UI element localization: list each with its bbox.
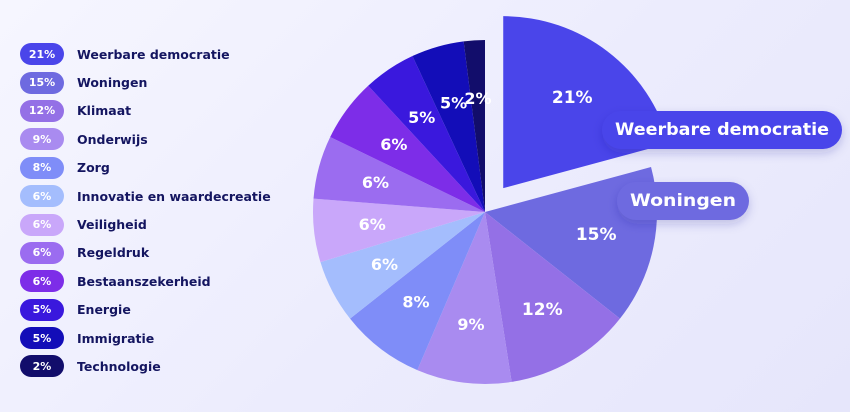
legend-item-immigratie: 5% Immigratie	[20, 324, 290, 352]
chart-legend: 21% Weerbare democratie 15% Woningen 12% Klim…	[20, 40, 290, 381]
legend-item-innovatie-en-waardecreatie: 6% Innovatie en waardecreatie	[20, 182, 290, 210]
pie-slice-immigratie	[412, 41, 485, 212]
pie-slice-bestaanszekerheid	[330, 85, 485, 212]
slice-value-label: 6%	[380, 135, 407, 154]
callout-weerbare-democratie: Weerbare democratie	[602, 111, 842, 149]
slice-value-label: 2%	[464, 89, 491, 108]
legend-label: Woningen	[77, 75, 148, 91]
callout-label: Weerbare democratie	[615, 120, 829, 140]
pie-slice-technologie	[463, 40, 485, 212]
pie-slice-veiligheid	[312, 198, 485, 263]
legend-label: Zorg	[77, 160, 110, 176]
callout-woningen: Woningen	[617, 182, 749, 220]
callout-background	[617, 182, 749, 220]
legend-value-badge: 6%	[20, 213, 64, 236]
legend-item-bestaanszekerheid: 6% Bestaanszekerheid	[20, 267, 290, 295]
legend-label: Veiligheid	[77, 217, 147, 233]
slice-value-label: 21%	[552, 88, 593, 108]
pie-slice-onderwijs	[417, 212, 512, 384]
slice-value-label: 6%	[371, 255, 398, 274]
legend-item-klimaat: 12% Klimaat	[20, 97, 290, 125]
legend-item-onderwijs: 9% Onderwijs	[20, 125, 290, 153]
slice-value-label: 12%	[522, 300, 563, 320]
legend-label: Innovatie en waardecreatie	[77, 188, 271, 204]
pie-slice-innovatie-en-waardecreatie	[320, 212, 485, 319]
legend-value-badge: 8%	[20, 156, 64, 179]
callout-label: Woningen	[630, 191, 736, 211]
slice-value-label: 5%	[440, 93, 467, 112]
legend-label: Onderwijs	[77, 131, 148, 147]
legend-label: Regeldruk	[77, 245, 150, 261]
pie-slice-klimaat	[485, 212, 620, 382]
slice-value-label: 15%	[576, 225, 617, 245]
legend-item-regeldruk: 6% Regeldruk	[20, 239, 290, 267]
legend-item-veiligheid: 6% Veiligheid	[20, 210, 290, 238]
legend-item-technologie: 2% Technologie	[20, 352, 290, 380]
legend-value-badge: 9%	[20, 128, 64, 151]
legend-value-badge: 5%	[20, 298, 64, 321]
legend-value-badge: 6%	[20, 270, 64, 293]
legend-label: Weerbare democratie	[77, 46, 230, 62]
legend-label: Immigratie	[77, 330, 155, 346]
slice-value-label: 9%	[457, 315, 484, 334]
legend-item-weerbare-democratie: 21% Weerbare democratie	[20, 40, 290, 68]
legend-item-woningen: 15% Woningen	[20, 68, 290, 96]
legend-value-badge: 12%	[20, 99, 64, 122]
legend-value-badge: 15%	[20, 71, 64, 94]
pie-slice-energie	[368, 56, 485, 213]
pie-slice-zorg	[350, 212, 485, 371]
legend-item-zorg: 8% Zorg	[20, 154, 290, 182]
legend-value-badge: 21%	[20, 43, 64, 66]
legend-label: Klimaat	[77, 103, 132, 119]
slice-value-label: 5%	[408, 108, 435, 127]
legend-label: Energie	[77, 302, 131, 318]
pie-slice-woningen	[485, 167, 657, 319]
slice-value-label: 6%	[359, 215, 386, 234]
slice-value-label: 6%	[362, 173, 389, 192]
legend-label: Bestaanszekerheid	[77, 273, 211, 289]
pie-slices	[312, 16, 670, 384]
slice-value-label: 8%	[402, 293, 429, 312]
legend-value-badge: 2%	[20, 355, 64, 378]
legend-value-badge: 6%	[20, 185, 64, 208]
pie-slice-labels: 21%15%12%9%8%6%6%6%6%5%5%2%	[359, 88, 617, 334]
legend-value-badge: 5%	[20, 327, 64, 350]
legend-label: Technologie	[77, 358, 161, 374]
legend-value-badge: 6%	[20, 241, 64, 264]
pie-callouts: Weerbare democratie Woningen	[602, 111, 842, 220]
callout-background	[602, 111, 842, 149]
pie-slice-regeldruk	[313, 137, 485, 212]
legend-item-energie: 5% Energie	[20, 296, 290, 324]
